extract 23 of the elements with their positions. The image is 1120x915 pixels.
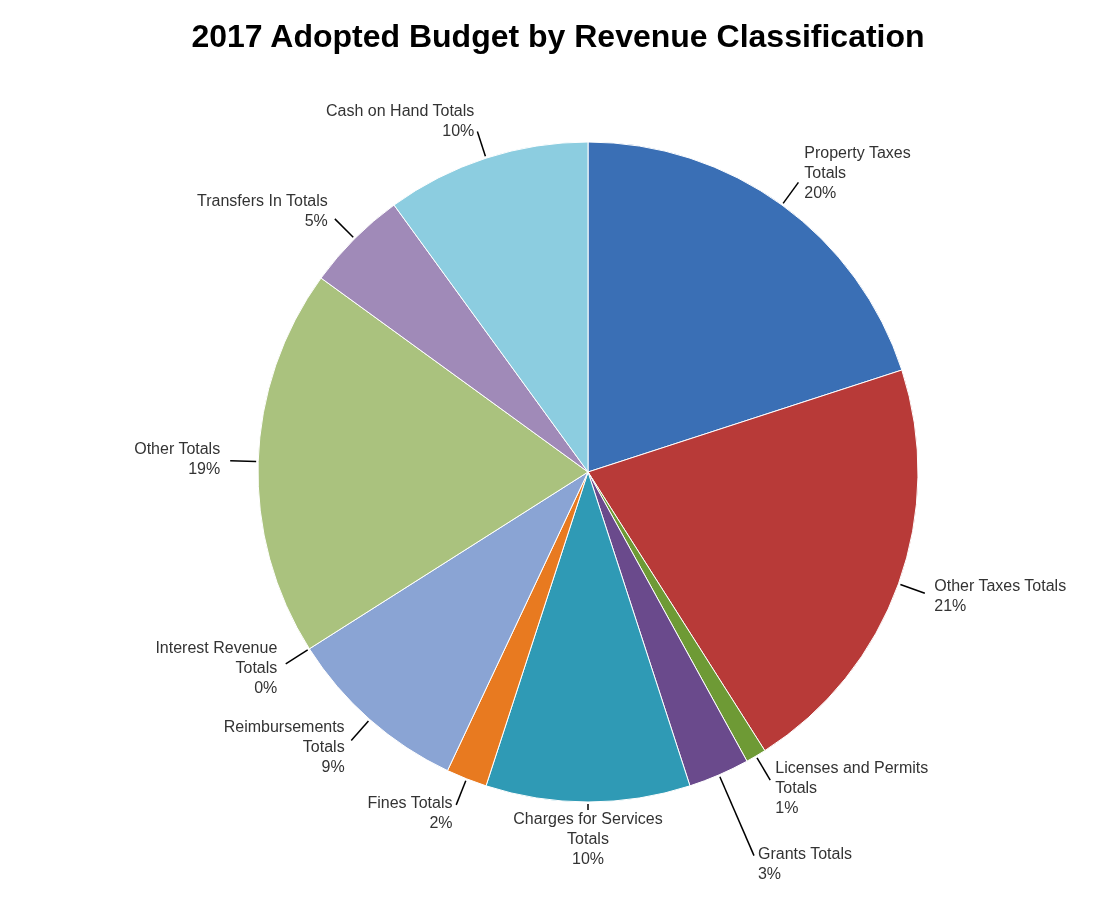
chart-title: 2017 Adopted Budget by Revenue Classification: [190, 17, 926, 56]
data-label: 20%: [804, 184, 837, 202]
slice-label: Transfers In Totals: [197, 192, 328, 210]
slice-label: Charges for Services Totals: [513, 810, 663, 848]
data-label: 19%: [188, 460, 221, 478]
data-label: 1%: [775, 798, 799, 816]
slice-label: Other Taxes Totals: [934, 576, 1067, 594]
slice-label: Cash on Hand Totals: [326, 102, 475, 120]
text: 0%: [254, 679, 278, 697]
legend-label: Interest Revenue Totals: [155, 639, 278, 677]
data-label: 3%: [757, 865, 782, 883]
data-label: 10%: [442, 122, 475, 140]
data-label: 10%: [571, 850, 605, 868]
slice-label: Property Taxes Totals: [804, 144, 911, 182]
slice-label: Licenses and Permits Totals: [775, 758, 929, 796]
slice-label: Reimbursements Totals: [223, 718, 345, 756]
data-label: 21%: [934, 596, 967, 614]
slice-label: Fines Totals: [367, 794, 453, 812]
data-label: 5%: [304, 212, 328, 230]
slice-label: Grants Totals: [757, 845, 852, 863]
data-label: 9%: [321, 758, 345, 776]
slice-label: Other Totals: [134, 440, 221, 458]
data-label: 2%: [429, 814, 453, 832]
